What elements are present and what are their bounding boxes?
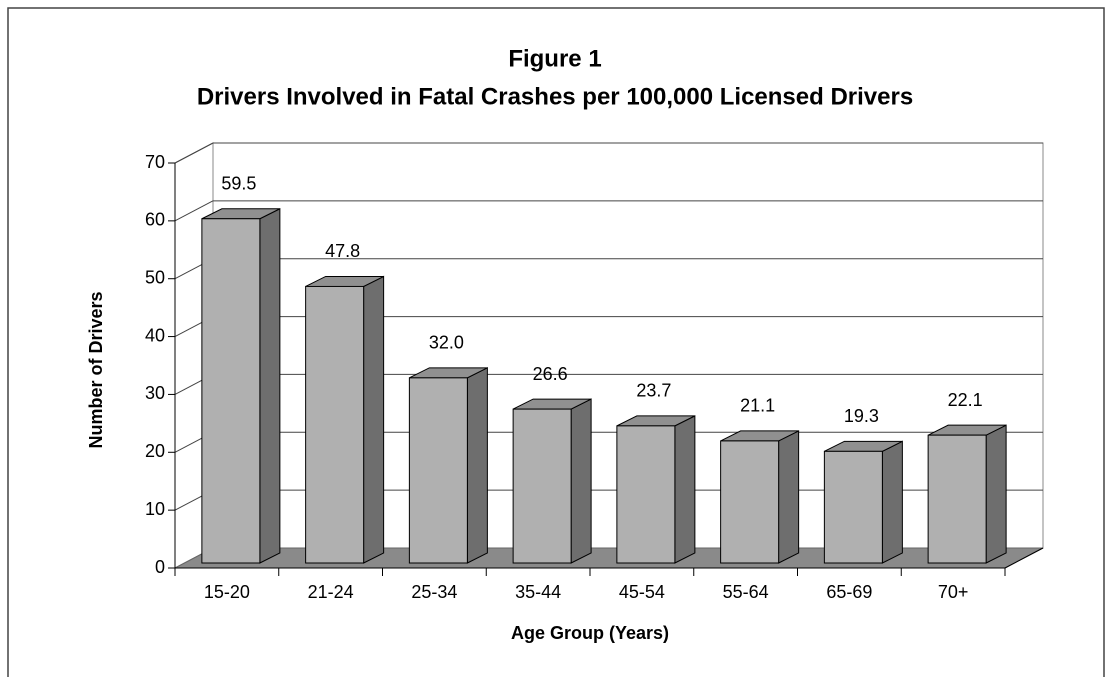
bar bbox=[616, 425, 676, 564]
chart-subtitle: Drivers Involved in Fatal Crashes per 10… bbox=[197, 83, 913, 110]
x-tick-label: 35-44 bbox=[515, 582, 561, 602]
y-tick-label: 30 bbox=[145, 383, 165, 403]
x-axis-end bbox=[1004, 547, 1044, 569]
bar-side bbox=[466, 367, 488, 564]
bar-side bbox=[881, 440, 903, 564]
value-label: 19.3 bbox=[844, 406, 879, 426]
y-tick-label: 60 bbox=[145, 210, 165, 230]
x-tick-label: 15-20 bbox=[204, 582, 250, 602]
x-axis-label: Age Group (Years) bbox=[511, 623, 669, 643]
y-tick-label: 20 bbox=[145, 441, 165, 461]
value-label: 47.8 bbox=[325, 241, 360, 261]
x-tick-label: 21-24 bbox=[308, 582, 354, 602]
grid-line bbox=[174, 200, 214, 222]
bar bbox=[408, 377, 468, 564]
bar-side bbox=[259, 207, 281, 564]
y-tick-label: 50 bbox=[145, 267, 165, 287]
bar-side bbox=[570, 398, 592, 564]
bar-side bbox=[778, 430, 800, 564]
bar bbox=[512, 408, 572, 564]
grid-line bbox=[174, 142, 214, 164]
bar-side bbox=[363, 275, 385, 564]
y-tick-label: 10 bbox=[145, 499, 165, 519]
value-label: 22.1 bbox=[948, 390, 983, 410]
bar bbox=[720, 440, 780, 564]
value-label: 32.0 bbox=[429, 333, 464, 353]
x-tick-label: 25-34 bbox=[411, 582, 457, 602]
chart-title: Figure 1 bbox=[508, 45, 601, 72]
bar-side bbox=[674, 415, 696, 564]
bar bbox=[823, 450, 883, 564]
bar bbox=[927, 434, 987, 564]
y-axis-label: Number of Drivers bbox=[86, 291, 106, 448]
bar-side bbox=[985, 424, 1007, 564]
x-tick-label: 70+ bbox=[938, 582, 969, 602]
bar bbox=[305, 285, 365, 564]
x-tick-label: 45-54 bbox=[619, 582, 665, 602]
value-label: 26.6 bbox=[533, 364, 568, 384]
y-tick-label: 40 bbox=[145, 325, 165, 345]
value-label: 23.7 bbox=[636, 381, 671, 401]
bar bbox=[201, 218, 261, 564]
y-tick-label: 0 bbox=[155, 557, 165, 577]
frame bbox=[7, 7, 1105, 677]
x-tick-label: 65-69 bbox=[826, 582, 872, 602]
value-label: 59.5 bbox=[221, 174, 256, 194]
x-tick-label: 55-64 bbox=[723, 582, 769, 602]
y-tick-label: 70 bbox=[145, 152, 165, 172]
value-label: 21.1 bbox=[740, 396, 775, 416]
